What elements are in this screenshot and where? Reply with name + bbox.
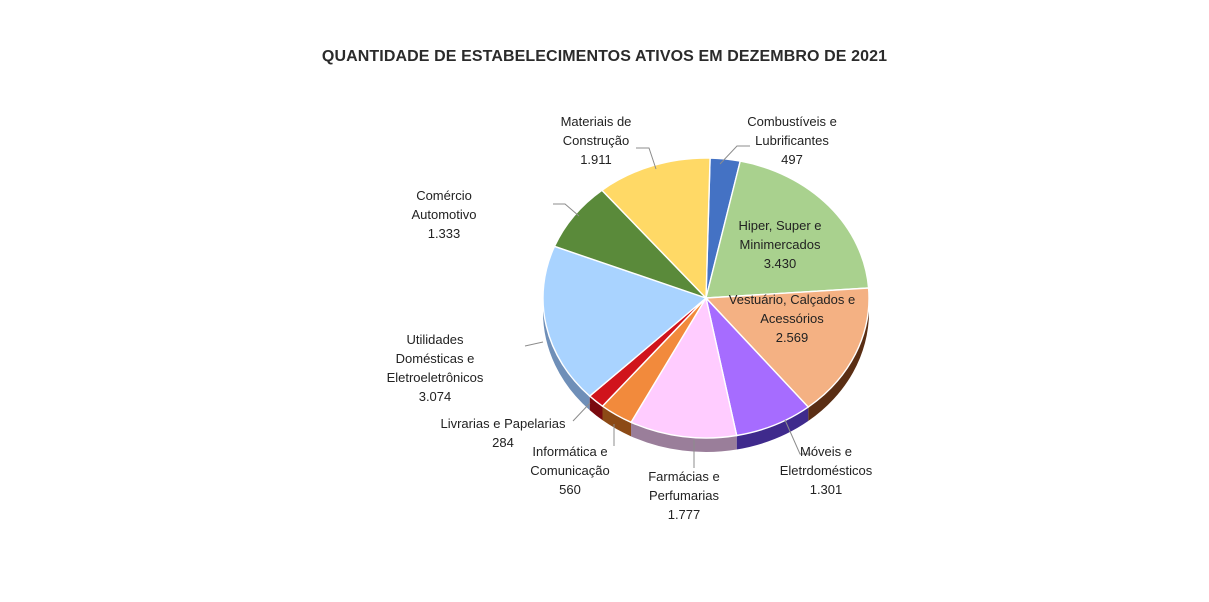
slice-side-livrarias	[589, 396, 603, 421]
slice-farmacias	[630, 296, 738, 439]
slice-hiper	[705, 160, 870, 299]
slice-label-informatica: Informática e Comunicação 560	[530, 444, 610, 497]
slice-vestuario	[704, 287, 870, 408]
leader-line-moveis	[784, 419, 812, 455]
slice-side-utilidades	[543, 298, 590, 411]
leader-line-utilidades	[524, 341, 544, 347]
slice-side-moveis	[736, 407, 809, 450]
leader-lines	[524, 145, 812, 468]
slice-label-vestuario: Vestuário, Calçados e Acessórios 2.569	[729, 292, 855, 345]
slice-label-moveis: Móveis e Eletrdomésticos 1.301	[780, 444, 873, 497]
slice-side-vestuario	[808, 298, 869, 422]
slice-label-materiais: Materiais de Construção 1.911	[561, 114, 632, 167]
leader-line-comercio	[553, 203, 580, 217]
pie-slices	[542, 157, 870, 439]
slice-label-farmacias: Farmácias e Perfumarias 1.777	[648, 469, 720, 522]
slice-label-combustiveis: Combustíveis e Lubrificantes 497	[747, 114, 837, 167]
slice-label-hiper: Hiper, Super e Minimercados 3.430	[738, 218, 821, 271]
chart-title: QUANTIDADE DE ESTABELECIMENTOS ATIVOS EM…	[321, 48, 888, 65]
slice-side-informatica	[602, 406, 632, 437]
slice-labels: Combustíveis e Lubrificantes 497 Hiper, Sup…	[387, 114, 873, 522]
leader-line-livrarias	[572, 402, 591, 422]
leader-line-combustiveis	[719, 145, 750, 165]
slice-label-comercio: Comércio Automotivo 1.333	[411, 188, 476, 241]
slice-label-livrarias: Livrarias e Papelarias 284	[440, 416, 566, 450]
leader-line-materiais	[636, 147, 657, 170]
slice-label-utilidades: Utilidades Domésticas e Eletroeletrônicos 3…	[387, 332, 484, 404]
slice-materiais	[600, 157, 711, 300]
slice-utilidades	[542, 245, 708, 397]
